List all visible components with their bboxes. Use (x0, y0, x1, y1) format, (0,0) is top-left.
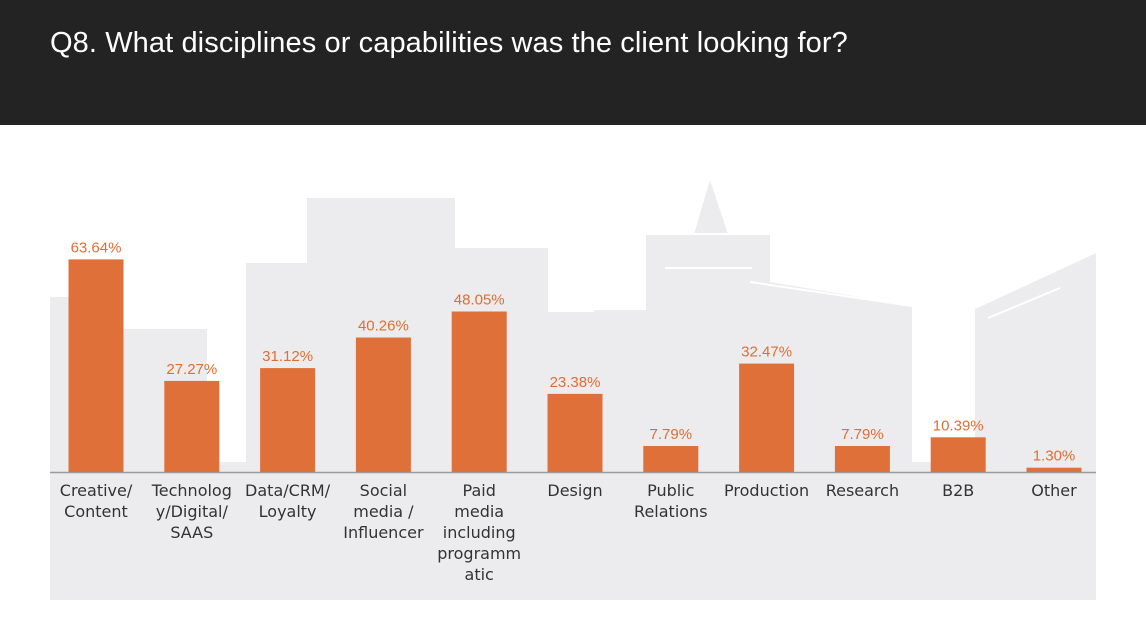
category-label-line: Influencer (343, 523, 424, 542)
category-label-4: Paid media including programm atic (437, 481, 521, 584)
category-label-line: Design (547, 481, 602, 500)
category-label-line: Research (826, 481, 899, 500)
bar-9 (930, 437, 986, 472)
category-label-line: Loyalty (259, 502, 317, 521)
bar-group (68, 259, 1082, 472)
category-label-1: Technolog y/Digital/SAAS (151, 481, 232, 542)
category-label-line: atic (465, 565, 494, 584)
bar-2 (260, 368, 316, 472)
bar-4 (451, 311, 507, 472)
bar-5 (547, 393, 603, 472)
category-label-7: Production (724, 481, 809, 500)
skyline-background (50, 180, 1096, 600)
category-label-line: Social (360, 481, 407, 500)
value-label-4: 48.05% (454, 292, 505, 309)
category-label-line: Public (647, 481, 694, 500)
value-label-6: 7.79% (650, 426, 693, 443)
category-label-9: B2B (942, 481, 974, 500)
category-label-line: Technolog (151, 481, 232, 500)
category-label-line: media (454, 502, 504, 521)
value-label-0: 63.64% (71, 239, 122, 256)
category-label-2: Data/CRM/Loyalty (245, 481, 331, 521)
category-label-8: Research (826, 481, 899, 500)
category-label-line: y/Digital/ (156, 502, 229, 521)
value-label-10: 1.30% (1033, 448, 1076, 465)
bar-3 (355, 337, 411, 472)
page-title: Q8. What disciplines or capabilities was… (50, 27, 848, 59)
category-label-line: Creative/ (60, 481, 133, 500)
category-label-line: Paid (463, 481, 496, 500)
value-label-7: 32.47% (741, 344, 792, 361)
category-label-line: programm (437, 544, 521, 563)
bar-6 (643, 446, 699, 472)
value-label-2: 31.12% (262, 348, 313, 365)
value-label-5: 23.38% (550, 374, 601, 391)
category-label-line: Production (724, 481, 809, 500)
category-label-line: SAAS (170, 523, 213, 542)
category-label-group: Creative/Content Technolog y/Digital/SAAS D… (60, 481, 1077, 584)
value-label-9: 10.39% (933, 417, 984, 434)
bar-8 (834, 446, 890, 472)
category-label-line: Relations (634, 502, 707, 521)
category-label-line: Data/CRM/ (245, 481, 331, 500)
bar-10 (1026, 467, 1082, 472)
category-label-line: Content (64, 502, 128, 521)
value-label-8: 7.79% (841, 426, 884, 443)
value-label-3: 40.26% (358, 318, 409, 335)
category-label-line: media / (353, 502, 414, 521)
category-label-5: Design (547, 481, 602, 500)
category-label-0: Creative/Content (60, 481, 133, 521)
bar-0 (68, 259, 124, 472)
value-label-group: 63.64% 27.27% 31.12% 40.26% 48.05% 23.38% 7.79… (71, 239, 1076, 464)
bar-7 (739, 363, 795, 472)
category-label-6: Public Relations (634, 481, 707, 521)
skyline-outline (123, 196, 1097, 329)
category-label-line: B2B (942, 481, 974, 500)
category-label-10: Other (1031, 481, 1077, 500)
category-label-3: Social media / Influencer (343, 481, 424, 542)
category-label-line: including (443, 523, 516, 542)
category-label-line: Other (1031, 481, 1077, 500)
bar-1 (164, 380, 220, 472)
value-label-1: 27.27% (166, 361, 217, 378)
header-bar: Q8. What disciplines or capabilities was… (0, 0, 1146, 125)
